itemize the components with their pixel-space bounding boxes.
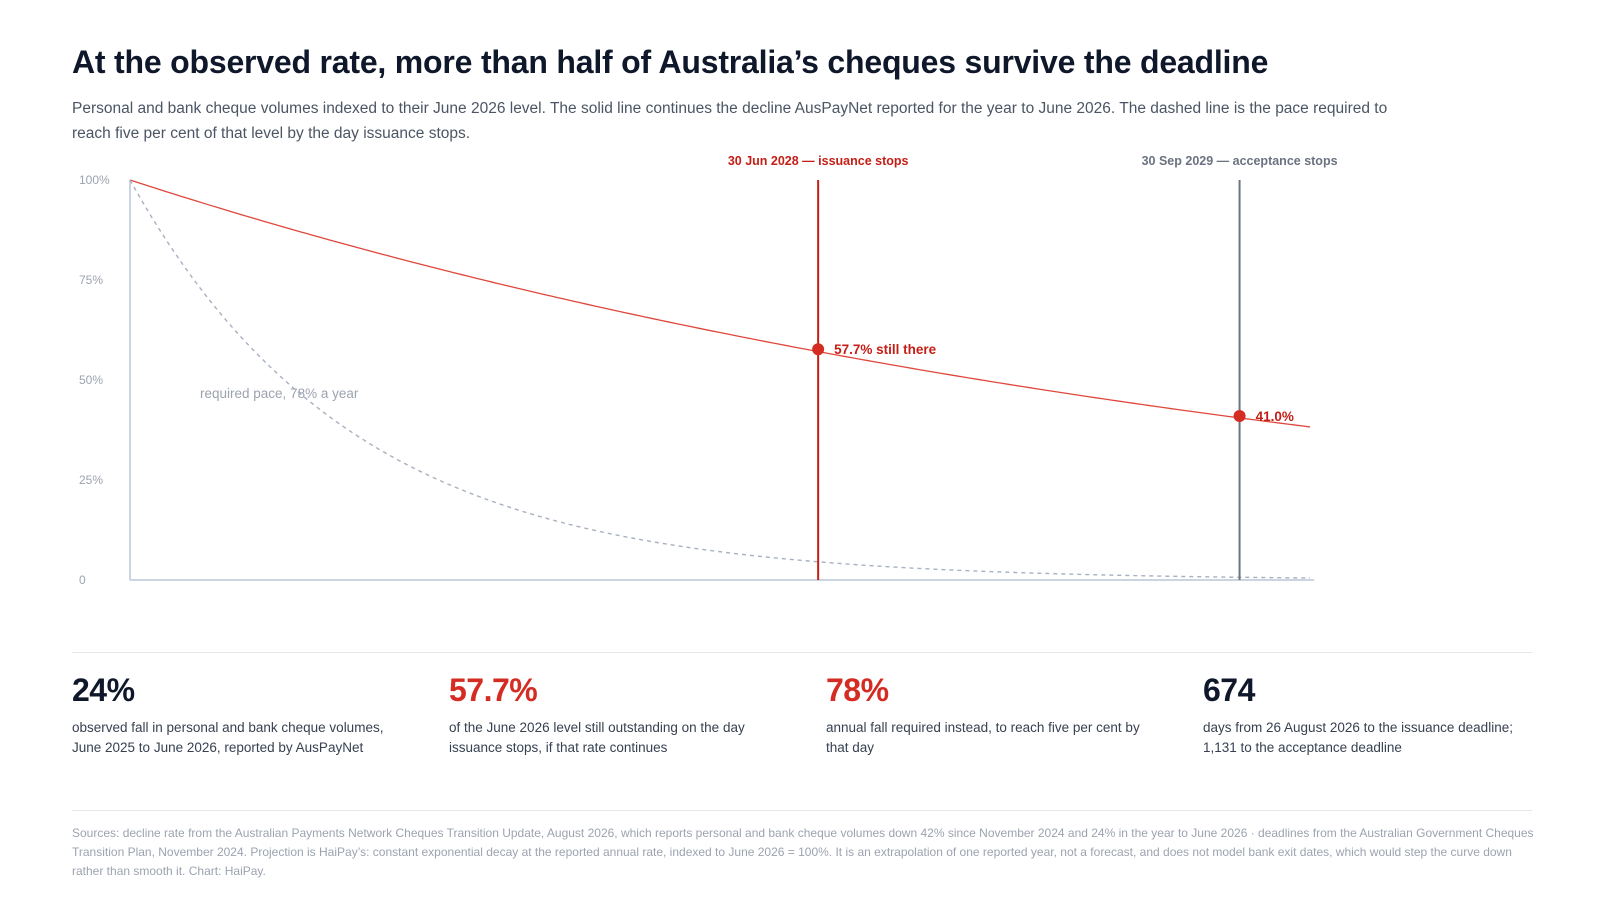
stat-value: 674 <box>1203 672 1255 708</box>
data-point-label: 41.0% <box>1256 409 1294 424</box>
stat-observed-fall: 24% observed fall in personal and bank c… <box>72 672 402 758</box>
stat-outstanding: 57.7% of the June 2026 level still outst… <box>449 672 779 758</box>
stat-value: 24% <box>72 672 135 708</box>
y-tick-label: 75% <box>79 273 103 287</box>
sources-note: Sources: decline rate from the Australia… <box>72 826 1534 878</box>
stat-value: 78% <box>826 672 889 708</box>
stat-required-fall: 78% annual fall required instead, to rea… <box>826 672 1156 758</box>
y-tick-label: 0 <box>79 573 86 587</box>
y-tick-label: 100% <box>79 173 110 187</box>
deadline-marker-label: 30 Sep 2029 — acceptance stops <box>1142 154 1338 168</box>
required-pace-line <box>129 179 1311 579</box>
stat-value: 57.7% <box>449 672 538 708</box>
data-point <box>812 343 825 356</box>
data-point <box>1233 410 1246 422</box>
stat-days: 674 days from 26 August 2026 to the issu… <box>1203 672 1533 758</box>
stat-description: of the June 2026 level still outstanding… <box>449 720 745 755</box>
divider <box>72 810 1532 811</box>
line-chart: 100% 75% 50% 25% 0 required pace, 78% a year 3… <box>79 154 1338 587</box>
stats-row: 24% observed fall in personal and bank c… <box>72 672 1542 762</box>
stat-description: observed fall in personal and bank chequ… <box>72 720 384 755</box>
deadline-marker-label: 30 Jun 2028 — issuance stops <box>728 154 909 168</box>
chart-title: At the observed rate, more than half of … <box>72 44 1269 80</box>
stat-description: days from 26 August 2026 to the issuance… <box>1203 720 1513 755</box>
observed-decline-line <box>129 179 1311 428</box>
series-label: required pace, 78% a year <box>200 386 359 401</box>
y-tick-label: 25% <box>79 473 103 487</box>
divider <box>72 652 1532 653</box>
chart-subtitle: Personal and bank cheque volumes indexed… <box>72 100 1388 142</box>
stat-description: annual fall required instead, to reach f… <box>826 720 1140 755</box>
y-tick-label: 50% <box>79 373 103 387</box>
data-point-label: 57.7% still there <box>834 342 937 357</box>
